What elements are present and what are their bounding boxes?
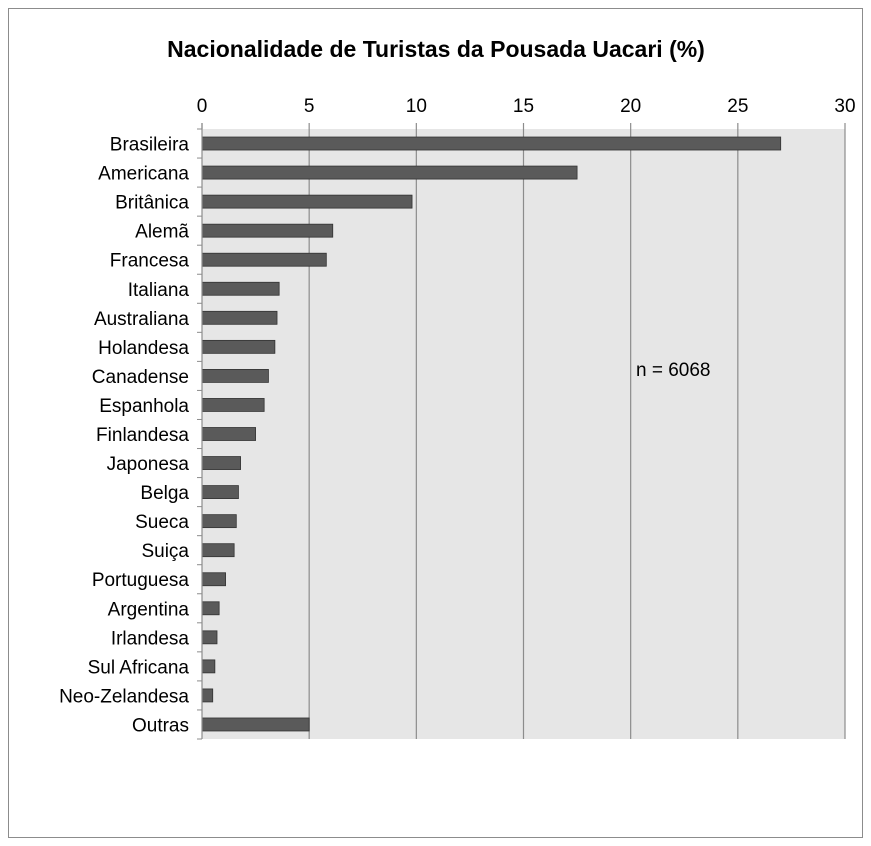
bar-brasileira	[201, 136, 782, 151]
bar-belga	[201, 485, 239, 499]
sample-size-annotation: n = 6068	[636, 360, 711, 381]
category-label: Britânica	[115, 193, 189, 214]
category-label: Outras	[132, 715, 189, 736]
chart-title: Nacionalidade de Turistas da Pousada Uac…	[167, 36, 705, 62]
bar-chart: Nacionalidade de Turistas da Pousada Uac…	[59, 36, 856, 740]
category-label: Suiça	[141, 541, 189, 562]
bar-argentina	[201, 601, 220, 616]
category-label: Japonesa	[107, 454, 190, 475]
bar-outras	[201, 717, 310, 732]
x-tick-label-20: 20	[620, 96, 641, 117]
bar-canadense	[201, 369, 269, 383]
bar-japonesa	[201, 456, 241, 470]
category-label: Argentina	[108, 599, 190, 620]
category-label: Espanhola	[99, 396, 189, 417]
bar-italiana	[201, 281, 280, 296]
category-label: Italiana	[128, 280, 190, 301]
bar-americana	[201, 165, 578, 180]
bar-irlandesa	[201, 630, 218, 645]
bar-brit-nica	[201, 194, 413, 209]
bar-sul-africana	[201, 659, 216, 674]
bar-finlandesa	[201, 427, 256, 441]
category-label: Canadense	[92, 367, 189, 388]
bar-espanhola	[201, 398, 265, 412]
bar-neo-zelandesa	[201, 688, 214, 703]
x-tick-label-5: 5	[304, 96, 315, 117]
bar-sueca	[201, 514, 237, 529]
category-label: Francesa	[110, 251, 190, 272]
x-axis-ticks: 0 5 10 15 20 25 30	[197, 96, 856, 117]
bar-holandesa	[201, 339, 276, 354]
category-label: Belga	[140, 483, 189, 504]
x-tick-label-30: 30	[834, 96, 855, 117]
category-label: Portuguesa	[92, 570, 190, 591]
bar-sui-a	[201, 543, 235, 558]
x-tick-label-0: 0	[197, 96, 208, 117]
x-tick-label-25: 25	[727, 96, 748, 117]
chart-frame: Nacionalidade de Turistas da Pousada Uac…	[8, 8, 863, 838]
x-tick-label-15: 15	[513, 96, 534, 117]
bar-francesa	[201, 252, 327, 267]
x-tick-label-10: 10	[406, 96, 427, 117]
category-label: Alemã	[135, 222, 189, 243]
category-label: Holandesa	[98, 338, 189, 359]
category-label: Irlandesa	[111, 628, 190, 649]
category-label: Finlandesa	[96, 425, 189, 446]
category-label: Sul Africana	[88, 657, 190, 678]
category-label: Americana	[98, 164, 189, 185]
bar-alem-	[201, 223, 334, 238]
bar-australiana	[201, 310, 278, 325]
category-label: Neo-Zelandesa	[59, 686, 189, 707]
bars	[201, 136, 782, 732]
category-label: Australiana	[94, 309, 189, 330]
bar-portuguesa	[201, 572, 226, 587]
category-label: Sueca	[135, 512, 189, 533]
category-labels: Brasileira Americana Britânica Alemã Frances…	[59, 128, 202, 740]
category-label: Brasileira	[110, 135, 190, 156]
